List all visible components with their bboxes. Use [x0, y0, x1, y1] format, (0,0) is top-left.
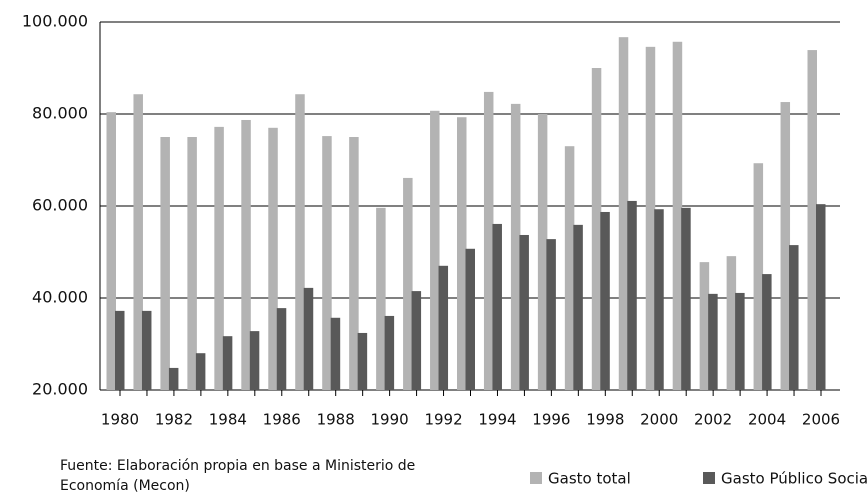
- x-tick-label: 1988: [317, 411, 355, 429]
- x-tick-label: 1992: [424, 411, 462, 429]
- legend-swatch: [703, 472, 715, 484]
- bar: [268, 127, 278, 391]
- bar: [438, 265, 449, 390]
- y-tick-label: 20.000: [32, 380, 88, 399]
- bar: [241, 119, 251, 390]
- source-note: Fuente: Elaboración propia en base a Min…: [60, 458, 415, 474]
- bar: [214, 126, 224, 390]
- bar: [645, 46, 656, 391]
- bar: [681, 207, 691, 390]
- x-tick-label: 1980: [101, 411, 139, 429]
- bar: [106, 112, 116, 390]
- x-tick-label: 2002: [694, 411, 732, 429]
- bar: [303, 287, 314, 390]
- bar: [322, 136, 332, 390]
- bar: [357, 332, 368, 390]
- bar: [168, 367, 179, 390]
- bar: [699, 262, 710, 390]
- x-tick-label: 1984: [209, 411, 247, 429]
- x-tick-label: 2000: [640, 411, 678, 429]
- bar: [330, 317, 341, 390]
- x-tick-label: 1986: [263, 411, 301, 429]
- bar: [483, 91, 494, 391]
- x-tick-label: 1982: [155, 411, 193, 429]
- bar: [492, 223, 502, 390]
- bar: [807, 50, 817, 391]
- bar: [816, 204, 826, 390]
- bar: [600, 211, 610, 390]
- bar: [537, 114, 548, 390]
- bar: [295, 94, 305, 390]
- x-tick-label: 2004: [748, 411, 786, 429]
- bar: [141, 310, 152, 390]
- bar: [546, 239, 556, 390]
- bar: [735, 292, 745, 390]
- bar: [430, 110, 440, 390]
- legend-swatch: [530, 472, 542, 484]
- bar: [708, 293, 718, 390]
- bar: [276, 308, 287, 390]
- bar: [519, 234, 529, 390]
- bar: [753, 163, 764, 390]
- source-note: Economía (Mecon): [60, 478, 190, 494]
- bar: [384, 315, 395, 390]
- bar: [762, 274, 772, 390]
- bar: [465, 248, 475, 390]
- bar: [672, 41, 683, 390]
- bar: [222, 336, 233, 390]
- bar: [726, 256, 737, 390]
- bar: [564, 146, 575, 390]
- bar: [591, 68, 602, 390]
- y-tick-label: 60.000: [32, 196, 88, 215]
- bar: [249, 331, 260, 390]
- bar: [627, 200, 637, 390]
- bar: [160, 137, 170, 390]
- bar: [349, 137, 359, 390]
- x-tick-label: 1994: [478, 411, 516, 429]
- x-tick-label: 1996: [532, 411, 570, 429]
- bar: [133, 94, 143, 390]
- bar: [789, 245, 799, 390]
- bar: [457, 117, 467, 390]
- y-tick-label: 80.000: [32, 104, 88, 123]
- x-tick-label: 1998: [586, 411, 624, 429]
- bar: [187, 137, 197, 390]
- y-tick-label: 100.000: [22, 12, 88, 31]
- bar: [376, 207, 386, 390]
- bar: [411, 291, 422, 390]
- bar: [780, 102, 791, 390]
- legend-label: Gasto total: [548, 470, 631, 488]
- legend-label: Gasto Público Social: [721, 470, 868, 488]
- bar: [510, 103, 521, 390]
- bar: [403, 177, 413, 390]
- y-tick-label: 40.000: [32, 288, 88, 307]
- bar: [115, 310, 125, 390]
- bar: [654, 209, 664, 390]
- bar: [573, 224, 583, 390]
- x-tick-label: 1990: [371, 411, 409, 429]
- bar: [618, 37, 629, 391]
- x-tick-label: 2006: [802, 411, 840, 429]
- bar: [195, 353, 206, 390]
